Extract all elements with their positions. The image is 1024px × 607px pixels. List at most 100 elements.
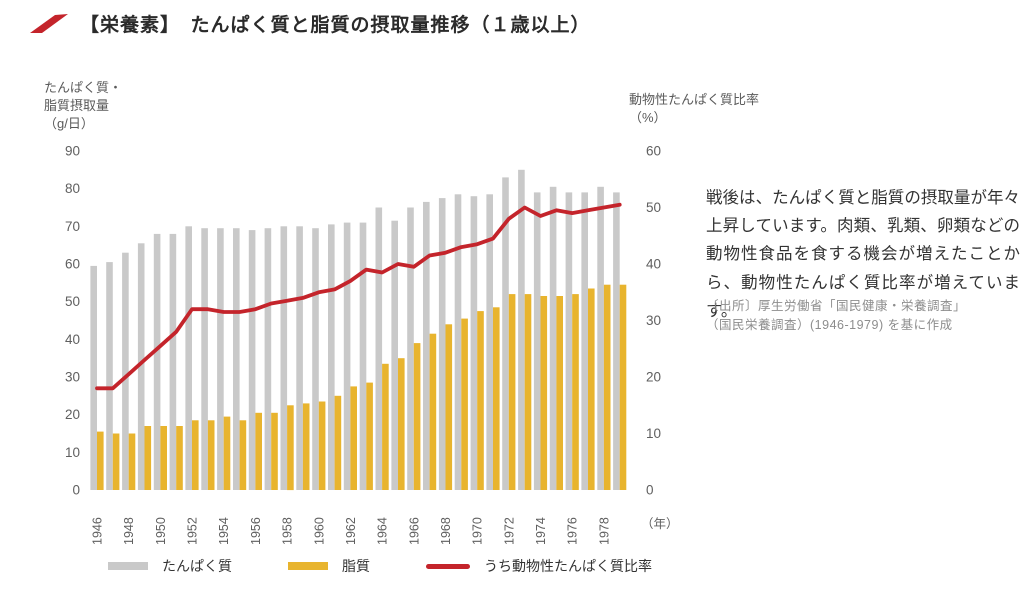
bar xyxy=(137,243,145,490)
bar xyxy=(271,412,278,490)
bar xyxy=(287,405,294,491)
bar xyxy=(454,194,462,491)
svg-text:脂質摂取量: 脂質摂取量 xyxy=(44,98,109,113)
bar xyxy=(90,265,97,490)
bar xyxy=(185,226,192,491)
bar xyxy=(533,192,541,490)
bar xyxy=(461,318,468,490)
source-citation: 〔出所〕厚生労働省「国民健康・栄養調査」 （国民栄養調査）(1946-1979)… xyxy=(706,297,1020,336)
svg-text:60: 60 xyxy=(646,144,661,159)
bar xyxy=(613,192,620,490)
svg-text:1972: 1972 xyxy=(502,517,516,545)
svg-text:（%）: （%） xyxy=(629,110,667,125)
svg-text:1956: 1956 xyxy=(249,517,263,545)
x-axis-year-labels: 1946 1948 1950 1952 1954 1956 1958 1960 1962 1964… xyxy=(91,517,612,545)
bar xyxy=(524,294,532,490)
bar xyxy=(581,192,588,490)
svg-text:1960: 1960 xyxy=(312,517,326,545)
bar xyxy=(366,382,373,490)
protein-swatch-icon xyxy=(108,562,148,570)
animal-protein-ratio-line xyxy=(95,202,622,391)
svg-text:1976: 1976 xyxy=(566,517,580,545)
ratio-line-swatch-icon xyxy=(426,563,470,569)
svg-text:1948: 1948 xyxy=(122,517,136,545)
svg-text:1946: 1946 xyxy=(91,517,105,545)
bar xyxy=(493,307,500,490)
bar xyxy=(328,224,335,490)
bar xyxy=(382,363,389,490)
bar xyxy=(106,262,113,490)
bar xyxy=(343,222,351,490)
svg-text:1964: 1964 xyxy=(376,517,390,545)
bar xyxy=(296,226,303,491)
svg-text:0: 0 xyxy=(72,483,80,498)
bar xyxy=(280,226,288,491)
bar xyxy=(375,207,383,490)
bars-fat xyxy=(97,284,627,491)
bar xyxy=(391,220,398,490)
bar xyxy=(255,412,262,490)
bar xyxy=(176,426,183,490)
legend-label: うち動物性たんぱく質比率 xyxy=(484,558,652,574)
svg-text:80: 80 xyxy=(65,181,80,196)
legend-item-protein: たんぱく質 xyxy=(108,556,232,576)
bar xyxy=(97,431,104,490)
x-axis-unit-label: （年） xyxy=(641,517,679,531)
legend-item-fat: 脂質 xyxy=(288,556,370,576)
svg-text:動物性たんぱく質比率: 動物性たんぱく質比率 xyxy=(629,92,759,107)
svg-text:1970: 1970 xyxy=(471,517,485,545)
bar xyxy=(112,433,120,490)
left-axis-ticks: 0 10 20 30 40 50 60 70 80 90 xyxy=(65,144,80,498)
bar xyxy=(477,311,484,490)
svg-text:1968: 1968 xyxy=(439,517,453,545)
bar xyxy=(438,198,446,490)
bar xyxy=(508,294,516,490)
svg-text:10: 10 xyxy=(646,426,661,441)
bar xyxy=(217,228,224,490)
svg-text:1966: 1966 xyxy=(407,517,421,545)
bar xyxy=(565,192,573,490)
svg-text:40: 40 xyxy=(646,257,661,272)
svg-text:40: 40 xyxy=(65,332,80,347)
bar xyxy=(518,169,525,491)
bar xyxy=(429,333,437,490)
source-line-2: （国民栄養調査）(1946-1979) を基に作成 xyxy=(706,318,953,333)
svg-text:1952: 1952 xyxy=(186,517,200,545)
svg-text:20: 20 xyxy=(65,407,80,422)
svg-text:1978: 1978 xyxy=(597,517,611,545)
svg-text:1954: 1954 xyxy=(217,517,231,545)
section-header: 【栄養素】 たんぱく質と脂質の摂取量推移（１歳以上） xyxy=(30,10,591,37)
svg-text:50: 50 xyxy=(646,200,661,215)
bar xyxy=(398,358,405,490)
svg-text:30: 30 xyxy=(646,313,661,328)
svg-text:（g/日）: （g/日） xyxy=(44,116,94,131)
bar xyxy=(233,228,240,490)
svg-text:0: 0 xyxy=(646,483,654,498)
left-axis-title: たんぱく質・脂質摂取量 （g/日） xyxy=(44,80,122,131)
bar xyxy=(192,420,199,490)
bar xyxy=(470,196,478,490)
bar xyxy=(169,233,177,490)
legend-label: 脂質 xyxy=(342,558,370,574)
bar xyxy=(128,433,136,490)
bar xyxy=(153,233,161,490)
bar xyxy=(359,222,367,490)
svg-text:60: 60 xyxy=(65,257,80,272)
bars-protein xyxy=(90,169,620,491)
svg-text:1962: 1962 xyxy=(344,517,358,545)
legend-item-animal-protein-ratio: うち動物性たんぱく質比率 xyxy=(426,556,652,576)
bar xyxy=(588,288,595,490)
bar xyxy=(423,201,430,490)
bar xyxy=(302,403,310,490)
bar xyxy=(160,426,167,490)
bar xyxy=(312,228,319,490)
legend-label: たんぱく質 xyxy=(162,558,232,574)
svg-text:50: 50 xyxy=(65,294,80,309)
source-line-1: 〔出所〕厚生労働省「国民健康・栄養調査」 xyxy=(706,299,967,313)
right-axis-title: 動物性たんぱく質比率 （%） xyxy=(629,92,759,125)
svg-text:20: 20 xyxy=(646,370,661,385)
bar xyxy=(540,296,548,490)
section-marker-icon xyxy=(30,13,68,33)
